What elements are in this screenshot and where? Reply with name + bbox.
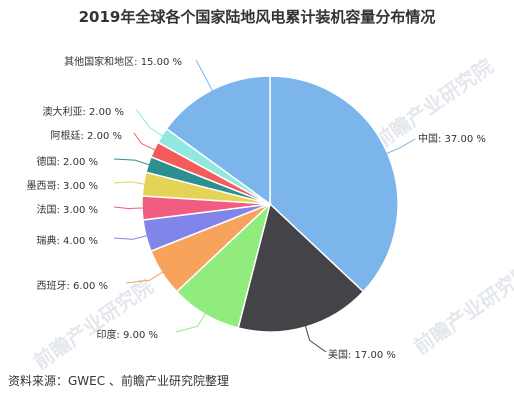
leader-line-3 [175, 310, 208, 333]
leader-line-7 [113, 181, 148, 186]
pie-slices [141, 75, 399, 333]
slice-label-6: 法国: 3.00 % [37, 203, 99, 216]
slice-label-11: 其他国家和地区: 15.00 % [64, 55, 182, 68]
slice-labels: 中国: 37.00 % 美国: 17.00 % 印度: 9.00 % 西班牙: 6.0… [27, 55, 486, 361]
leader-line-8 [113, 158, 153, 167]
leader-line-9 [133, 132, 159, 152]
leader-line-2 [304, 322, 327, 353]
slice-label-5: 瑞典: 4.00 % [37, 234, 99, 247]
slice-label-4: 西班牙: 6.00 % [37, 280, 109, 292]
leader-line-1 [383, 138, 416, 156]
leader-line-6 [113, 206, 147, 209]
slice-label-1: 中国: 37.00 % [418, 132, 486, 145]
leader-line-5 [113, 234, 151, 240]
leader-lines [113, 59, 416, 353]
leader-line-11 [195, 59, 215, 94]
leader-line-10 [135, 108, 166, 138]
source-note: 资料来源：GWEC 、前瞻产业研究院整理 [8, 374, 229, 388]
chart-title: 2019年全球各个国家陆地风电累计装机容量分布情况 [78, 8, 436, 26]
slice-label-3: 印度: 9.00 % [97, 328, 159, 341]
slice-label-8: 德国: 2.00 % [37, 155, 99, 168]
leader-line-4 [125, 270, 166, 284]
watermark-text: 前瞻产业研究院 [409, 259, 514, 359]
slice-label-9: 阿根廷: 2.00 % [51, 129, 123, 142]
slice-label-10: 澳大利亚: 2.00 % [43, 105, 125, 118]
slice-label-2: 美国: 17.00 % [328, 348, 396, 361]
slice-label-7: 墨西哥: 3.00 % [27, 180, 99, 192]
